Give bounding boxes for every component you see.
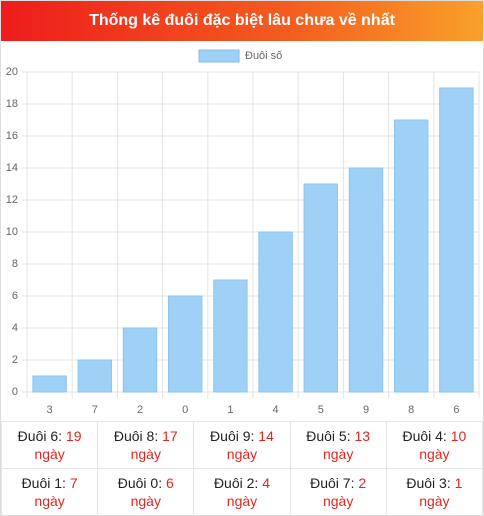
cell-unit: ngày <box>34 446 65 462</box>
y-tick-label: 12 <box>6 194 18 206</box>
x-tick-label: 3 <box>47 404 53 416</box>
table-row: Đuôi 6: 19 ngày Đuôi 8: 17 ngày Đuôi 9: 14 ng… <box>1 421 483 469</box>
cell-label: Đuôi 7: <box>310 475 355 491</box>
cell-label: Đuôi 2: <box>213 475 259 491</box>
legend-label: Đuôi số <box>245 50 282 62</box>
cell-label: Đuôi 9: <box>210 428 255 444</box>
cell-unit: ngày <box>322 493 354 509</box>
y-tick-label: 4 <box>12 322 18 334</box>
x-tick-label: 4 <box>273 404 279 416</box>
x-tick-label: 2 <box>137 404 143 416</box>
x-tick-label: 6 <box>453 404 459 416</box>
table-cell: Đuôi 0: 6 ngày <box>97 468 195 515</box>
table-row: Đuôi 1: 7 ngày Đuôi 0: 6 ngày Đuôi 2: 4 ngày Đ… <box>1 468 483 515</box>
y-tick-label: 10 <box>6 226 18 238</box>
table-cell: Đuôi 6: 19 ngày <box>1 421 99 469</box>
table-cell: Đuôi 4: 10 ngày <box>385 421 483 469</box>
cell-label: Đuôi 6: <box>17 428 63 444</box>
bar <box>393 119 429 393</box>
y-tick-label: 0 <box>12 386 18 398</box>
cell-value: 7 <box>69 475 78 491</box>
cell-unit: ngày <box>322 446 354 462</box>
bar <box>32 375 67 393</box>
bar <box>439 87 474 393</box>
summary-table: Đuôi 6: 19 ngày Đuôi 8: 17 ngày Đuôi 9: 14 ng… <box>1 421 483 515</box>
legend-swatch <box>198 49 240 63</box>
cell-label: Đuôi 0: <box>117 475 163 491</box>
table-cell: Đuôi 2: 4 ngày <box>193 468 291 515</box>
bar <box>77 359 113 393</box>
cell-value: 17 <box>162 428 178 444</box>
cell-unit: ngày <box>130 493 161 509</box>
bar <box>303 183 339 393</box>
x-tick-label: 7 <box>92 404 98 416</box>
cell-value: 4 <box>262 475 270 491</box>
cell-label: Đuôi 1: <box>21 475 66 491</box>
cell-unit: ngày <box>34 493 65 509</box>
bar <box>213 279 248 393</box>
cell-unit: ngày <box>419 493 450 509</box>
x-tick-label: 1 <box>227 404 233 416</box>
bar <box>122 327 158 393</box>
x-tick-label: 5 <box>318 404 324 416</box>
y-tick-label: 18 <box>6 98 18 110</box>
bar <box>348 167 384 393</box>
header-title: Thống kê đuôi đặc biệt lâu chưa về nhất <box>1 1 483 41</box>
table-cell: Đuôi 8: 17 ngày <box>97 421 195 469</box>
cell-value: 1 <box>454 475 463 491</box>
cell-unit: ngày <box>226 446 258 462</box>
y-tick-label: 6 <box>12 290 18 302</box>
bar <box>258 231 293 393</box>
table-cell: Đuôi 1: 7 ngày <box>1 468 99 515</box>
table-cell: Đuôi 7: 2 ngày <box>289 468 387 515</box>
x-tick-label: 8 <box>408 404 414 416</box>
x-tick-label: 0 <box>182 404 188 416</box>
cell-value: 19 <box>65 428 82 444</box>
cell-value: 2 <box>358 475 367 491</box>
cell-value: 10 <box>450 428 467 444</box>
cell-label: Đuôi 3: <box>406 475 451 491</box>
cell-unit: ngày <box>130 446 161 462</box>
y-tick-label: 20 <box>6 66 18 78</box>
cell-label: Đuôi 5: <box>306 428 351 444</box>
bar <box>167 295 203 393</box>
table-cell: Đuôi 3: 1 ngày <box>385 468 483 515</box>
cell-value: 13 <box>354 428 371 444</box>
y-tick-label: 8 <box>12 258 18 270</box>
cell-unit: ngày <box>419 446 450 462</box>
y-tick-label: 2 <box>12 354 18 366</box>
cell-value: 6 <box>166 475 174 491</box>
cell-unit: ngày <box>226 493 258 509</box>
y-tick-label: 16 <box>6 130 18 142</box>
table-cell: Đuôi 5: 13 ngày <box>289 421 387 469</box>
x-tick-label: 9 <box>363 404 369 416</box>
cell-label: Đuôi 4: <box>402 428 447 444</box>
y-tick-label: 14 <box>6 162 18 174</box>
table-cell: Đuôi 9: 14 ngày <box>193 421 291 469</box>
cell-value: 14 <box>258 428 274 444</box>
cell-label: Đuôi 8: <box>113 428 159 444</box>
